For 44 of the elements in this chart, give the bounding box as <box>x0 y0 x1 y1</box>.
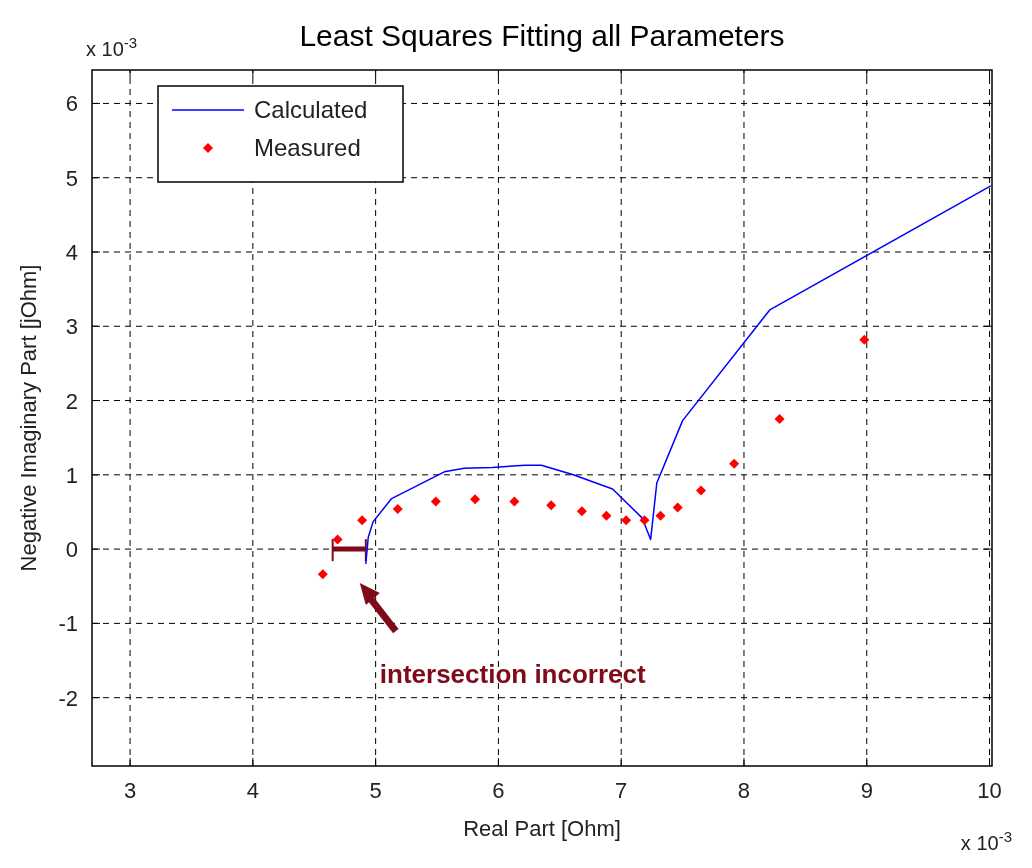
x-tick-label: 10 <box>977 778 1002 803</box>
x-tick-label: 4 <box>246 778 259 803</box>
text: x 10$^{-3}$ <box>960 827 1012 854</box>
point <box>430 496 441 507</box>
y-axis-title: Negative Imaginary Part [jOhm] <box>16 264 41 572</box>
point <box>392 503 403 514</box>
y-tick-label: 2 <box>65 388 78 414</box>
point <box>696 485 706 496</box>
y-tick-label: 1 <box>65 462 78 488</box>
y-tick-label: -2 <box>58 685 78 711</box>
point <box>621 515 632 526</box>
x-tick-label: 9 <box>860 778 873 803</box>
line-series <box>365 185 992 565</box>
x-axis-title: Real Part [Ohm] <box>463 816 621 841</box>
point <box>470 494 481 505</box>
x-tick-label: 5 <box>369 778 382 803</box>
x-tick-label: 6 <box>492 778 505 803</box>
point <box>729 458 740 469</box>
point <box>509 496 520 507</box>
point <box>332 534 343 545</box>
point <box>601 510 612 521</box>
x-tick-label: 8 <box>737 778 751 803</box>
point <box>317 569 328 580</box>
y-tick-label: 4 <box>65 239 78 265</box>
point <box>357 515 368 526</box>
y-tick-label: 3 <box>65 314 78 340</box>
y-tick-label: -1 <box>58 611 78 637</box>
legend-label: Measured <box>254 134 361 161</box>
point <box>774 414 785 425</box>
chart-title: Least Squares Fitting all Parameters <box>299 19 785 52</box>
point <box>576 506 587 517</box>
y-tick-label: 0 <box>65 537 78 563</box>
point <box>672 502 683 513</box>
point <box>546 500 557 511</box>
point <box>859 334 870 345</box>
annotation: intersection incorrect <box>379 659 646 690</box>
y-tick-label: 5 <box>65 165 78 191</box>
point <box>639 515 650 526</box>
point <box>655 510 666 521</box>
y-tick-label: 6 <box>65 91 78 117</box>
text: x 10$^{-3}$ <box>86 33 138 60</box>
legend-label: Calculated <box>254 96 368 123</box>
x-tick-label: 3 <box>123 778 137 803</box>
x-tick-label: 7 <box>615 778 628 803</box>
